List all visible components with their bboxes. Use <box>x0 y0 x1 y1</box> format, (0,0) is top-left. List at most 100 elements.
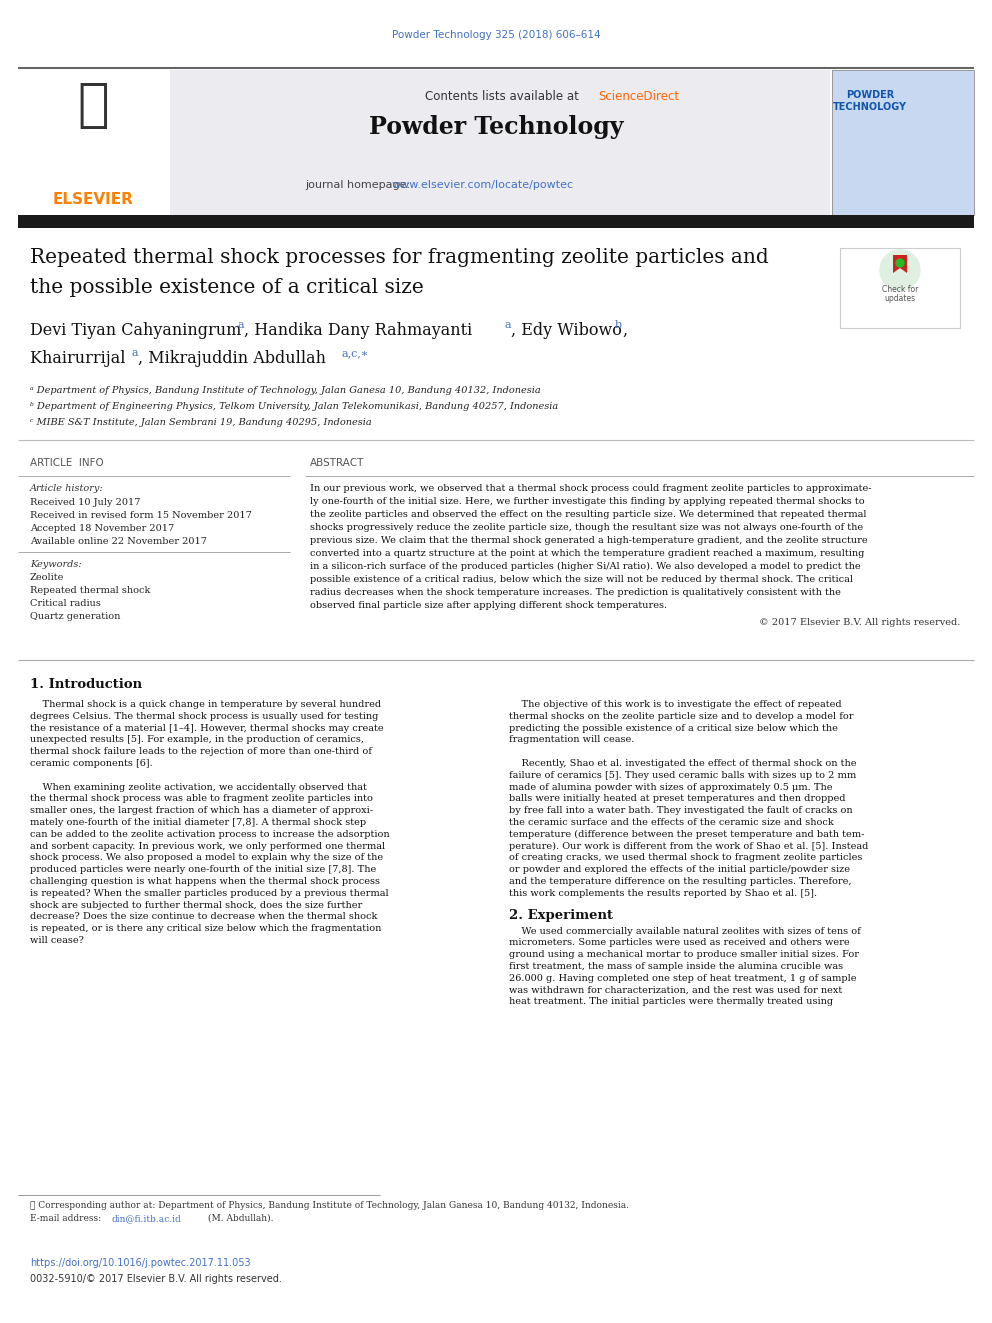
Text: , Edy Wibowo: , Edy Wibowo <box>511 321 627 339</box>
Text: by free fall into a water bath. They investigated the fault of cracks on: by free fall into a water bath. They inv… <box>509 806 853 815</box>
Text: Thermal shock is a quick change in temperature by several hundred: Thermal shock is a quick change in tempe… <box>30 700 381 709</box>
Text: is repeated, or is there any critical size below which the fragmentation: is repeated, or is there any critical si… <box>30 925 381 933</box>
Text: Recently, Shao et al. investigated the effect of thermal shock on the: Recently, Shao et al. investigated the e… <box>509 759 856 767</box>
Text: is repeated? When the smaller particles produced by a previous thermal: is repeated? When the smaller particles … <box>30 889 389 898</box>
Text: ᵃ Department of Physics, Bandung Institute of Technology, Jalan Ganesa 10, Bandu: ᵃ Department of Physics, Bandung Institu… <box>30 386 541 396</box>
Text: the zeolite particles and observed the effect on the resulting particle size. We: the zeolite particles and observed the e… <box>310 509 866 519</box>
Text: Devi Tiyan Cahyaningrum: Devi Tiyan Cahyaningrum <box>30 321 246 339</box>
Text: Received in revised form 15 November 2017: Received in revised form 15 November 201… <box>30 511 252 520</box>
Text: 2. Experiment: 2. Experiment <box>509 909 613 922</box>
Text: mately one-fourth of the initial diameter [7,8]. A thermal shock step: mately one-fourth of the initial diamete… <box>30 818 366 827</box>
Text: 1. Introduction: 1. Introduction <box>30 677 142 691</box>
Text: ground using a mechanical mortar to produce smaller initial sizes. For: ground using a mechanical mortar to prod… <box>509 950 859 959</box>
Text: unexpected results [5]. For example, in the production of ceramics,: unexpected results [5]. For example, in … <box>30 736 364 745</box>
Text: , Handika Dany Rahmayanti: , Handika Dany Rahmayanti <box>244 321 477 339</box>
Text: challenging question is what happens when the thermal shock process: challenging question is what happens whe… <box>30 877 380 886</box>
Text: temperature (difference between the preset temperature and bath tem-: temperature (difference between the pres… <box>509 830 864 839</box>
Text: ᵇ Department of Engineering Physics, Telkom University, Jalan Telekomunikasi, Ba: ᵇ Department of Engineering Physics, Tel… <box>30 402 558 411</box>
Text: Check for: Check for <box>882 284 919 294</box>
Bar <box>840 247 960 328</box>
Text: in a silicon-rich surface of the produced particles (higher Si/Al ratio). We als: in a silicon-rich surface of the produce… <box>310 562 861 572</box>
Text: ScienceDirect: ScienceDirect <box>598 90 680 103</box>
Text: © 2017 Elsevier B.V. All rights reserved.: © 2017 Elsevier B.V. All rights reserved… <box>759 618 960 627</box>
Text: Contents lists available at: Contents lists available at <box>425 90 582 103</box>
Bar <box>18 70 168 216</box>
Text: E-mail address:: E-mail address: <box>30 1215 104 1222</box>
Circle shape <box>880 250 920 290</box>
Bar <box>18 216 974 228</box>
Text: perature). Our work is different from the work of Shao et al. [5]. Instead: perature). Our work is different from th… <box>509 841 868 851</box>
Text: thermal shock failure leads to the rejection of more than one-third of: thermal shock failure leads to the rejec… <box>30 747 372 757</box>
Text: 0032-5910/© 2017 Elsevier B.V. All rights reserved.: 0032-5910/© 2017 Elsevier B.V. All right… <box>30 1274 282 1285</box>
Text: a: a <box>238 320 245 329</box>
Text: a: a <box>132 348 139 359</box>
Text: radius decreases when the shock temperature increases. The prediction is qualita: radius decreases when the shock temperat… <box>310 587 841 597</box>
Text: ⋆ Corresponding author at: Department of Physics, Bandung Institute of Technolog: ⋆ Corresponding author at: Department of… <box>30 1201 629 1211</box>
Text: The objective of this work is to investigate the effect of repeated: The objective of this work is to investi… <box>509 700 841 709</box>
Text: Article history:: Article history: <box>30 484 103 493</box>
Text: Powder Technology: Powder Technology <box>369 115 623 139</box>
Text: When examining zeolite activation, we accidentally observed that: When examining zeolite activation, we ac… <box>30 783 367 791</box>
Text: ceramic components [6].: ceramic components [6]. <box>30 759 153 767</box>
Text: was withdrawn for characterization, and the rest was used for next: was withdrawn for characterization, and … <box>509 986 842 995</box>
Text: balls were initially heated at preset temperatures and then dropped: balls were initially heated at preset te… <box>509 794 845 803</box>
Text: smaller ones, the largest fraction of which has a diameter of approxi-: smaller ones, the largest fraction of wh… <box>30 806 373 815</box>
Text: and sorbent capacity. In previous work, we only performed one thermal: and sorbent capacity. In previous work, … <box>30 841 385 851</box>
Text: Keywords:: Keywords: <box>30 560 81 569</box>
Text: ABSTRACT: ABSTRACT <box>310 458 364 468</box>
Text: www.elsevier.com/locate/powtec: www.elsevier.com/locate/powtec <box>392 180 574 191</box>
Text: decrease? Does the size continue to decrease when the thermal shock: decrease? Does the size continue to decr… <box>30 913 377 921</box>
Text: POWDER
TECHNOLOGY: POWDER TECHNOLOGY <box>833 90 907 111</box>
Text: produced particles were nearly one-fourth of the initial size [7,8]. The: produced particles were nearly one-fourt… <box>30 865 376 875</box>
Bar <box>170 70 830 216</box>
Text: the thermal shock process was able to fragment zeolite particles into: the thermal shock process was able to fr… <box>30 794 373 803</box>
Text: thermal shocks on the zeolite particle size and to develop a model for: thermal shocks on the zeolite particle s… <box>509 712 853 721</box>
Text: Khairurrijal: Khairurrijal <box>30 351 131 366</box>
Circle shape <box>896 259 904 267</box>
Text: Quartz generation: Quartz generation <box>30 613 120 620</box>
Text: 26.000 g. Having completed one step of heat treatment, 1 g of sample: 26.000 g. Having completed one step of h… <box>509 974 856 983</box>
Text: ARTICLE  INFO: ARTICLE INFO <box>30 458 104 468</box>
Text: We used commercially available natural zeolites with sizes of tens of: We used commercially available natural z… <box>509 926 861 935</box>
Text: degrees Celsius. The thermal shock process is usually used for testing: degrees Celsius. The thermal shock proce… <box>30 712 378 721</box>
Text: Zeolite: Zeolite <box>30 573 64 582</box>
Text: Received 10 July 2017: Received 10 July 2017 <box>30 497 141 507</box>
Text: In our previous work, we observed that a thermal shock process could fragment ze: In our previous work, we observed that a… <box>310 484 872 493</box>
Bar <box>840 247 960 328</box>
Text: shocks progressively reduce the zeolite particle size, though the resultant size: shocks progressively reduce the zeolite … <box>310 523 863 532</box>
Text: the ceramic surface and the effects of the ceramic size and shock: the ceramic surface and the effects of t… <box>509 818 833 827</box>
Text: ,: , <box>622 321 627 339</box>
Text: ELSEVIER: ELSEVIER <box>53 192 134 206</box>
Text: possible existence of a critical radius, below which the size will not be reduce: possible existence of a critical radius,… <box>310 576 853 583</box>
Text: Repeated thermal shock processes for fragmenting zeolite particles and: Repeated thermal shock processes for fra… <box>30 247 769 267</box>
Text: Repeated thermal shock: Repeated thermal shock <box>30 586 151 595</box>
Text: journal homepage:: journal homepage: <box>305 180 414 191</box>
Text: din@fi.itb.ac.id: din@fi.itb.ac.id <box>112 1215 182 1222</box>
Text: the resistance of a material [1–4]. However, thermal shocks may create: the resistance of a material [1–4]. Howe… <box>30 724 384 733</box>
Text: first treatment, the mass of sample inside the alumina crucible was: first treatment, the mass of sample insi… <box>509 962 843 971</box>
Text: converted into a quartz structure at the point at which the temperature gradient: converted into a quartz structure at the… <box>310 549 864 558</box>
Text: or powder and explored the effects of the initial particle/powder size: or powder and explored the effects of th… <box>509 865 850 875</box>
Text: this work complements the results reported by Shao et al. [5].: this work complements the results report… <box>509 889 817 898</box>
Text: Available online 22 November 2017: Available online 22 November 2017 <box>30 537 207 546</box>
Text: Critical radius: Critical radius <box>30 599 101 609</box>
Text: b: b <box>615 320 622 329</box>
Text: and the temperature difference on the resulting particles. Therefore,: and the temperature difference on the re… <box>509 877 851 886</box>
Text: shock process. We also proposed a model to explain why the size of the: shock process. We also proposed a model … <box>30 853 383 863</box>
Text: will cease?: will cease? <box>30 935 84 945</box>
Text: ly one-fourth of the initial size. Here, we further investigate this finding by : ly one-fourth of the initial size. Here,… <box>310 497 865 505</box>
Text: observed final particle size after applying different shock temperatures.: observed final particle size after apply… <box>310 601 668 610</box>
Text: fragmentation will cease.: fragmentation will cease. <box>509 736 634 745</box>
Text: updates: updates <box>885 294 916 303</box>
Text: a,c,∗: a,c,∗ <box>342 348 369 359</box>
Text: a: a <box>505 320 512 329</box>
Text: failure of ceramics [5]. They used ceramic balls with sizes up to 2 mm: failure of ceramics [5]. They used ceram… <box>509 771 856 779</box>
Text: , Mikrajuddin Abdullah: , Mikrajuddin Abdullah <box>138 351 331 366</box>
Text: 🌳: 🌳 <box>77 79 109 131</box>
Text: shock are subjected to further thermal shock, does the size further: shock are subjected to further thermal s… <box>30 901 362 910</box>
Text: https://doi.org/10.1016/j.powtec.2017.11.053: https://doi.org/10.1016/j.powtec.2017.11… <box>30 1258 251 1267</box>
Text: predicting the possible existence of a critical size below which the: predicting the possible existence of a c… <box>509 724 838 733</box>
Bar <box>832 70 974 216</box>
Text: can be added to the zeolite activation process to increase the adsorption: can be added to the zeolite activation p… <box>30 830 390 839</box>
Text: (M. Abdullah).: (M. Abdullah). <box>205 1215 274 1222</box>
